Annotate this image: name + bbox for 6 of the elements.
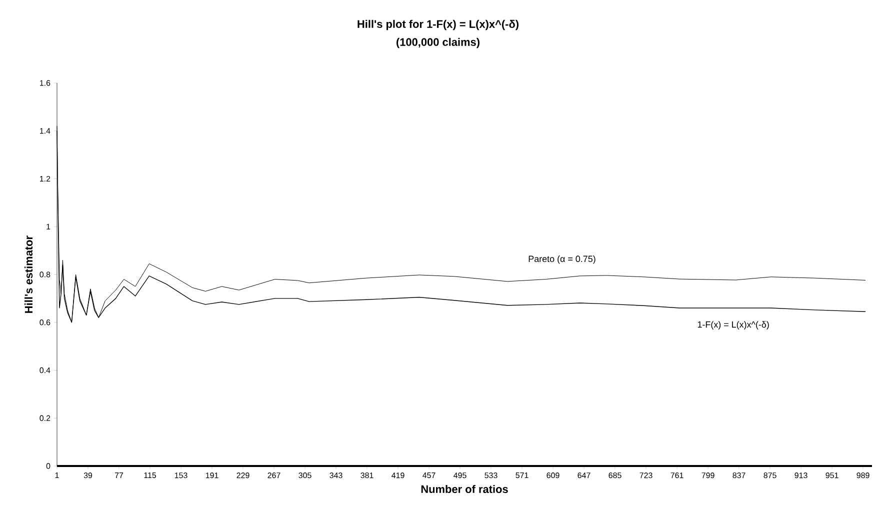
chart-title: Hill's plot for 1-F(x) = L(x)x^(-δ) (358, 20, 518, 30)
x-axis-title: Number of ratios (421, 484, 508, 494)
series-label: 1-F(x) = L(x)x^(-δ) (698, 321, 769, 330)
series-label: Pareto (α = 0.75) (528, 255, 596, 264)
y-axis-title: Hill's estimator (24, 236, 33, 313)
chart-subtitle: (100,000 claims) (396, 38, 480, 48)
